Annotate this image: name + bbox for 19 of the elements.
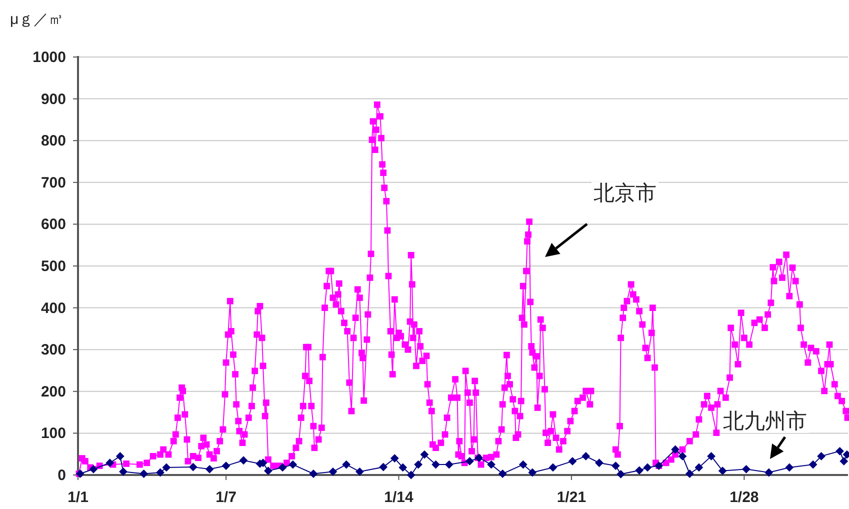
y-tick-label: 800 [40, 132, 66, 150]
y-tick-label: 300 [40, 342, 66, 359]
y-tick-label: 400 [40, 300, 66, 317]
y-tick-label: 200 [40, 383, 66, 400]
x-tick-label: 1/1 [68, 489, 88, 506]
annotation: 北京市 [594, 182, 656, 205]
annotation: 北九州市 [723, 410, 807, 433]
y-tick-label: 0 [58, 467, 66, 484]
x-tick-label: 1/7 [216, 489, 236, 506]
y-tick-label: 900 [40, 90, 66, 108]
y-tick-label: 100 [40, 425, 66, 442]
x-tick-label: 1/28 [730, 489, 759, 506]
x-tick-label: 1/14 [384, 489, 414, 506]
y-tick-label: 500 [40, 258, 66, 275]
y-tick-label: 700 [40, 174, 66, 192]
y-tick-label: 600 [40, 216, 66, 234]
y-axis-title: μｇ／㎥ [10, 11, 64, 28]
y-tick-label: 1000 [32, 49, 66, 66]
x-tick-label: 1/21 [556, 489, 586, 506]
